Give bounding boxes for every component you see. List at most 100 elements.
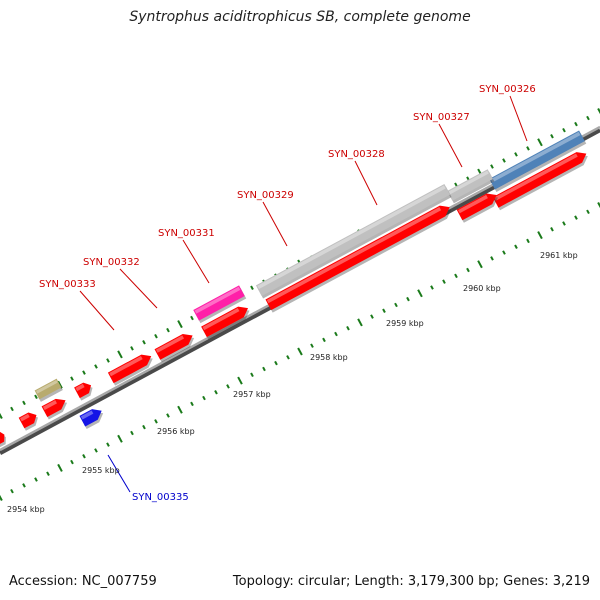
outer-tick <box>82 370 86 375</box>
callout-line <box>182 239 210 284</box>
inner-tick <box>70 459 74 465</box>
gene-SYN_00326 <box>489 130 587 192</box>
gene-callouts: SYN_00326 SYN_00327 SYN_00328 SYN_00329 SYN_… <box>39 84 536 503</box>
inner-tick <box>106 442 110 447</box>
kbp-label: 2955 kbp <box>82 466 120 475</box>
kbp-label: 2961 kbp <box>540 251 578 260</box>
outer-tick <box>22 400 26 406</box>
gene-label-SYN_00332: SYN_00332 <box>83 257 140 268</box>
inner-tick <box>537 231 543 240</box>
kbp-scale: 2954 kbp 2955 kbp 2956 kbp 2957 kbp 2958 kbp… <box>7 251 578 514</box>
callout-line <box>262 201 288 247</box>
outer-tick <box>117 350 123 359</box>
outer-tick <box>490 164 494 169</box>
inner-tick <box>177 405 183 414</box>
inner-tick <box>46 471 50 476</box>
outer-tick <box>166 327 170 333</box>
outer-tick <box>177 320 183 329</box>
inner-tick <box>57 463 63 472</box>
outer-tick <box>574 121 578 127</box>
inner-tick <box>166 413 170 418</box>
outer-tick <box>597 108 600 115</box>
kbp-label: 2954 kbp <box>7 505 45 514</box>
gene-label-SYN_00333: SYN_00333 <box>39 279 96 290</box>
cds-arrow <box>265 205 452 313</box>
inner-tick <box>82 454 86 459</box>
inner-tick <box>117 434 123 443</box>
inner-tick <box>346 325 350 331</box>
inner-tick <box>417 289 423 298</box>
kbp-label: 2960 kbp <box>463 284 501 293</box>
inner-tick <box>94 448 98 453</box>
cds-arrow <box>154 334 195 363</box>
inner-tick <box>454 273 458 279</box>
genome-stats-label: Topology: circular; Length: 3,179,300 bp… <box>232 574 590 589</box>
inner-tick <box>430 285 434 290</box>
outer-tick <box>190 315 194 321</box>
kbp-label: 2956 kbp <box>157 427 195 436</box>
inner-tick <box>334 331 338 337</box>
gene-SYN_00335 <box>79 409 104 429</box>
kbp-label: 2957 kbp <box>233 390 271 399</box>
cds-arrow <box>201 306 250 340</box>
callout-line <box>354 160 378 206</box>
map-title: Syntrophus aciditrophicus SB, complete g… <box>129 9 471 25</box>
outer-tick <box>106 358 110 363</box>
inner-tick <box>130 430 134 436</box>
inner-tick <box>0 494 3 501</box>
inner-tick <box>502 250 506 255</box>
inner-tick <box>490 256 494 261</box>
inner-tick <box>262 366 266 372</box>
inner-tick <box>357 318 363 327</box>
outer-tick <box>0 412 3 419</box>
inner-tick <box>442 279 446 284</box>
cds-arrow <box>74 382 93 401</box>
inner-tick <box>142 424 146 430</box>
inner-tick <box>297 347 303 356</box>
inner-tick <box>382 308 386 313</box>
inner-tick <box>237 376 243 385</box>
gene-label-SYN_00326: SYN_00326 <box>479 84 536 95</box>
outer-tick <box>250 285 254 290</box>
inner-tick <box>597 202 600 209</box>
inner-tick <box>574 215 578 220</box>
inner-tick <box>310 343 314 348</box>
inner-tick <box>550 227 554 232</box>
outer-tick <box>502 158 506 163</box>
outer-tick <box>142 340 146 345</box>
inner-tick <box>274 360 278 366</box>
inner-tick <box>10 488 14 494</box>
cds-arrow <box>0 431 6 448</box>
inner-tick <box>562 221 566 226</box>
inner-tick <box>286 355 290 360</box>
inner-tick <box>466 267 470 273</box>
outer-tick <box>70 376 74 381</box>
callout-line <box>438 123 463 168</box>
inner-tick <box>477 260 483 269</box>
inner-tick <box>394 302 398 308</box>
feature-track <box>0 130 588 448</box>
gene-label-SYN_00329: SYN_00329 <box>237 190 294 201</box>
cds-arrow <box>456 193 498 223</box>
outer-tick <box>537 138 543 147</box>
outer-tick <box>514 152 518 157</box>
cds-arrow <box>41 398 68 420</box>
inner-tick <box>250 372 254 378</box>
inner-tick <box>370 314 374 319</box>
callout-line <box>509 95 528 142</box>
inner-tick <box>190 401 194 407</box>
kbp-label: 2959 kbp <box>386 319 424 328</box>
gene-SYN_00331 <box>193 285 247 324</box>
outer-tick <box>94 364 98 369</box>
inner-tick <box>22 483 26 488</box>
tick-track-inner <box>0 202 600 501</box>
outer-tick <box>34 394 38 400</box>
outer-tick <box>526 146 530 151</box>
accession-label: Accession: NC_007759 <box>9 574 157 589</box>
inner-tick <box>406 296 410 302</box>
cds-arrow <box>492 152 588 211</box>
inner-tick <box>586 209 590 215</box>
cds-arrow <box>107 354 153 386</box>
gene-label-SYN_00331: SYN_00331 <box>158 228 215 239</box>
